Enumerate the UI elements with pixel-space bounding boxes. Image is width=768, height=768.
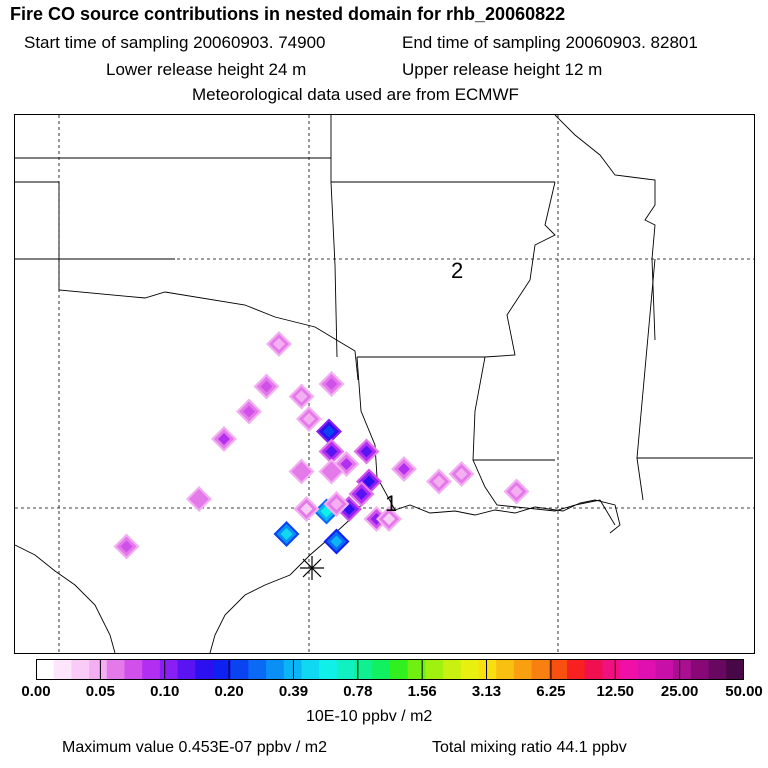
colorbar-cell xyxy=(390,659,409,680)
colorbar-cell xyxy=(443,659,462,680)
colorbar-tick-label: 0.05 xyxy=(85,683,115,700)
color-scale-bar xyxy=(36,659,744,680)
meteorological-data-note: Meteorological data used are from ECMWF xyxy=(192,85,519,104)
source-diamond xyxy=(325,465,338,478)
source-diamond xyxy=(340,458,353,470)
site-label-2: 2 xyxy=(451,258,463,283)
source-diamond xyxy=(355,488,368,500)
colorbar-tick-label: 25.00 xyxy=(660,683,699,700)
source-diamond xyxy=(360,445,373,458)
colorbar-cell xyxy=(567,659,586,680)
coastline xyxy=(15,476,621,653)
colorbar-cell xyxy=(513,659,532,680)
source-diamond xyxy=(325,378,338,390)
colorbar-tick-label: 1.56 xyxy=(407,683,437,700)
colorbar-tick-label: 0.20 xyxy=(214,683,244,700)
source-diamond xyxy=(363,475,375,488)
colorbar-cell xyxy=(425,659,444,680)
colorbar-cell xyxy=(372,659,391,680)
colorbar-tick-label: 0.39 xyxy=(278,683,309,700)
colorbar-cell xyxy=(549,659,568,680)
colorbar-cell xyxy=(301,659,320,680)
colorbar-cell xyxy=(478,659,497,680)
source-diamond xyxy=(218,433,230,445)
source-diamond xyxy=(330,498,343,510)
sampling-start-time: Start time of sampling 20060903. 74900 xyxy=(24,33,326,52)
source-diamond xyxy=(280,528,293,540)
colorbar-cell xyxy=(159,659,178,680)
source-diamond xyxy=(325,445,338,458)
source-diamond xyxy=(260,380,273,393)
total-mixing-ratio: Total mixing ratio 44.1 ppbv xyxy=(432,739,627,756)
colorbar-cell xyxy=(106,659,125,680)
colorbar-cell xyxy=(36,659,55,680)
colorbar-cell xyxy=(531,659,550,680)
sampling-end-time: End time of sampling 20060903. 82801 xyxy=(402,33,698,52)
colorbar-cell xyxy=(602,659,621,680)
maximum-value: Maximum value 0.453E-07 ppbv / m2 xyxy=(62,739,328,756)
source-diamond xyxy=(273,338,285,350)
map-title: Fire CO source contributions in nested d… xyxy=(10,4,566,24)
map-panel: 1 2 xyxy=(14,114,755,654)
colorbar-tick-label: 0.78 xyxy=(343,683,373,700)
colorbar-tick-label: 0.10 xyxy=(150,683,180,700)
colorbar-cell xyxy=(177,659,196,680)
source-diamond xyxy=(433,475,445,488)
colorbar-tick-label: 12.50 xyxy=(596,683,635,700)
source-diamond xyxy=(455,468,468,480)
source-diamond xyxy=(295,390,308,403)
colorbar-cell xyxy=(460,659,479,680)
colorbar-cell xyxy=(230,659,249,680)
colorbar-cell xyxy=(620,659,639,680)
colorbar-cell xyxy=(708,659,727,680)
colorbar-tick-label: 6.25 xyxy=(536,683,566,700)
colorbar-cell xyxy=(336,659,355,680)
source-diamond xyxy=(193,493,205,505)
colorbar-cell xyxy=(726,659,744,680)
colorbar-cell xyxy=(283,659,302,680)
source-diamond xyxy=(300,503,313,515)
star-marker xyxy=(300,556,324,580)
colorbar-cell xyxy=(584,659,603,680)
colorbar-tick-label: 50.00 xyxy=(725,683,763,700)
dashed-gridlines xyxy=(15,115,754,653)
source-diamond xyxy=(323,425,335,438)
sources xyxy=(113,331,530,560)
source-diamond xyxy=(398,463,410,475)
source-diamond xyxy=(510,485,523,498)
source-diamond xyxy=(303,413,315,425)
colorbar-units: 10E-10 ppbv / m2 xyxy=(306,708,433,725)
state-borders xyxy=(15,115,753,526)
colorbar-cell xyxy=(319,659,338,680)
site-label-1: 1 xyxy=(385,491,397,516)
colorbar-cell xyxy=(71,659,90,680)
colorbar-cell xyxy=(53,659,72,680)
colorbar-cell xyxy=(195,659,214,680)
source-diamond xyxy=(120,540,133,553)
colorbar-tick-label: 3.13 xyxy=(471,683,502,700)
colorbar-cell xyxy=(354,659,373,680)
colorbar-cell xyxy=(142,659,161,680)
colorbar-cell xyxy=(124,659,143,680)
colorbar-cell xyxy=(637,659,656,680)
upper-release-height: Upper release height 12 m xyxy=(402,60,603,79)
lower-release-height: Lower release height 24 m xyxy=(106,60,307,79)
colorbar-tick-label: 0.00 xyxy=(21,683,51,700)
source-diamond xyxy=(295,465,308,478)
colorbar-cell xyxy=(248,659,267,680)
colorbar-cell xyxy=(655,659,674,680)
colorbar-cell xyxy=(496,659,515,680)
source-diamond xyxy=(330,535,343,548)
source-diamond xyxy=(243,405,255,418)
colorbar-cell xyxy=(213,659,232,680)
map-canvas: 1 2 xyxy=(15,115,754,653)
colorbar-cell xyxy=(89,659,108,680)
colorbar-cell xyxy=(690,659,709,680)
colorbar-cell xyxy=(407,659,426,680)
colorbar-cell xyxy=(266,659,285,680)
colorbar-frame xyxy=(36,659,744,680)
colorbar-cell xyxy=(673,659,692,680)
source-diamond xyxy=(383,513,395,525)
